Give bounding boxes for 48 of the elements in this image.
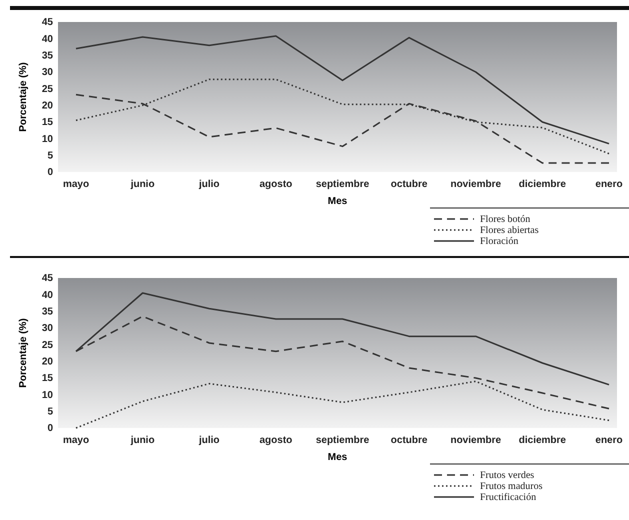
y-tick-label: 15 [42, 373, 54, 384]
legend-label: Floración [480, 236, 518, 247]
x-tick-label: septiembre [316, 435, 370, 446]
y-tick-label: 45 [42, 273, 54, 284]
legend-label: Flores botón [480, 214, 530, 225]
x-axis-title: Mes [328, 196, 348, 207]
y-axis-title: Porcentaje (%) [18, 318, 29, 388]
y-tick-label: 45 [42, 17, 54, 28]
y-tick-label: 40 [42, 290, 54, 301]
y-tick-label: 40 [42, 34, 54, 45]
x-tick-label: mayo [62, 435, 90, 446]
x-tick-label: octubre [390, 435, 428, 446]
x-axis-title: Mes [328, 452, 348, 463]
y-tick-label: 0 [47, 423, 54, 434]
y-tick-label: 15 [42, 117, 54, 128]
y-tick-label: 30 [42, 67, 54, 78]
y-tick-label: 25 [42, 84, 54, 95]
legend-label: Frutos verdes [480, 470, 534, 481]
x-tick-label: noviembre [450, 179, 502, 190]
y-tick-label: 35 [42, 50, 54, 62]
legend-label: Frutos maduros [480, 481, 543, 492]
y-tick-label: 10 [42, 134, 54, 145]
x-tick-label: junio [130, 179, 155, 190]
x-tick-label: julio [198, 179, 220, 190]
y-tick-label: 35 [42, 306, 54, 318]
x-tick-label: julio [198, 435, 220, 446]
y-tick-label: 20 [42, 100, 54, 112]
x-tick-label: agosto [259, 179, 292, 190]
x-tick-label: diciembre [518, 435, 566, 446]
y-tick-label: 0 [47, 167, 54, 178]
x-tick-label: diciembre [518, 179, 566, 190]
y-tick-label: 10 [42, 390, 54, 401]
y-tick-label: 5 [47, 406, 54, 418]
x-tick-label: mayo [62, 179, 90, 190]
y-tick-label: 25 [42, 340, 54, 351]
x-tick-label: junio [130, 435, 155, 446]
legend-label: Flores abiertas [480, 225, 539, 236]
x-tick-label: enero [595, 179, 623, 190]
y-tick-label: 5 [47, 150, 54, 162]
x-tick-label: enero [595, 435, 623, 446]
legend-label: Fructificación [480, 492, 536, 503]
y-axis-title: Porcentaje (%) [18, 62, 29, 132]
x-tick-label: octubre [390, 179, 428, 190]
y-tick-label: 30 [42, 323, 54, 334]
x-tick-label: agosto [259, 435, 292, 446]
y-tick-label: 20 [42, 356, 54, 368]
x-tick-label: septiembre [316, 179, 370, 190]
x-tick-label: noviembre [450, 435, 502, 446]
